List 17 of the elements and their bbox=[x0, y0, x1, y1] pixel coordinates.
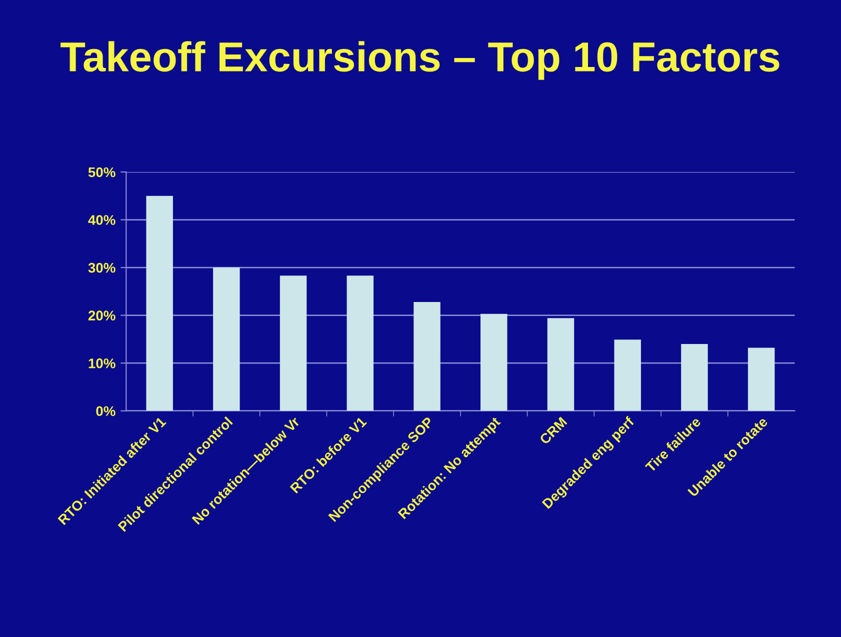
y-tick-label: 50% bbox=[88, 167, 116, 178]
y-tick-label: 20% bbox=[88, 310, 116, 320]
bar bbox=[547, 318, 574, 411]
bar bbox=[346, 276, 374, 411]
bar bbox=[280, 276, 307, 411]
bar bbox=[414, 302, 440, 411]
y-tick-label: 10% bbox=[88, 358, 116, 368]
bar bbox=[146, 196, 173, 411]
chart-title: Takeoff Excursions – Top 10 Factors bbox=[60, 41, 780, 80]
bar bbox=[748, 348, 775, 411]
bar bbox=[213, 268, 240, 411]
y-tick-label: 0% bbox=[96, 406, 116, 416]
bar bbox=[681, 344, 708, 411]
y-tick-label: 30% bbox=[88, 262, 116, 273]
bar bbox=[614, 340, 641, 411]
y-tick-label: 40% bbox=[88, 215, 116, 225]
bar bbox=[480, 314, 508, 411]
